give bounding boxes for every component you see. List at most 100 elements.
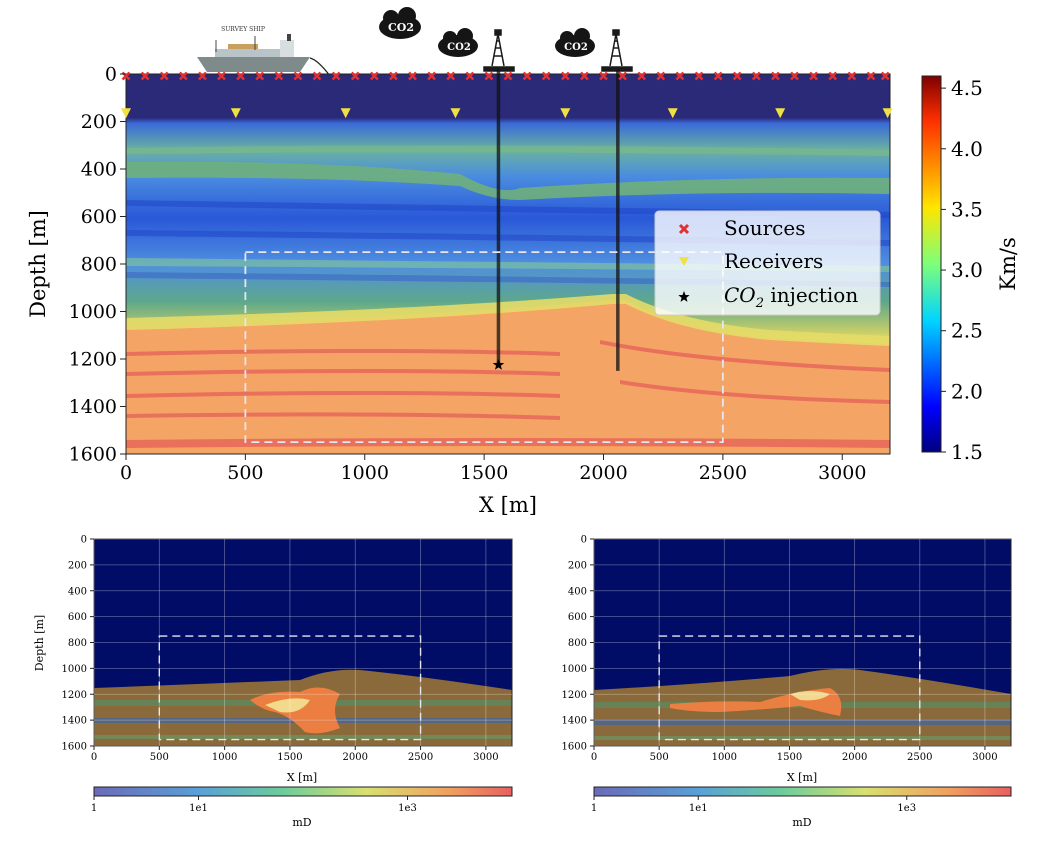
x-tick-label: 0 bbox=[91, 752, 97, 763]
colorbar-label: mD bbox=[292, 816, 311, 829]
sources-layer bbox=[121, 71, 890, 81]
source-marker bbox=[217, 71, 226, 81]
source-marker bbox=[427, 71, 437, 81]
colorbar-label: Km/s bbox=[996, 237, 1020, 290]
y-tick-label: 200 bbox=[68, 560, 87, 571]
permeability-chart-left: 0 500 1000 1500 2000 2500 3000 0 200 400 600 800 10… bbox=[33, 535, 513, 829]
x-tick-label: 0 bbox=[591, 752, 597, 763]
y-tick-label: 400 bbox=[81, 159, 117, 181]
source-marker bbox=[331, 71, 341, 81]
y-axis-label: Depth [m] bbox=[33, 615, 46, 671]
permeability-colorbar-right: 1 1e1 1e3 mD bbox=[591, 786, 1012, 829]
source-marker bbox=[159, 71, 169, 81]
colorbar-tick-label: 1 bbox=[591, 803, 597, 814]
velocity-colorbar: 1.5 2.0 2.5 3.0 3.5 4.0 4.5 Km/s bbox=[921, 75, 1020, 464]
x-tick-label: 3000 bbox=[818, 462, 866, 484]
legend-sources: Sources bbox=[678, 216, 805, 240]
x-tick-label: 500 bbox=[227, 462, 263, 484]
x-tick-label: 0 bbox=[120, 462, 132, 484]
source-marker bbox=[770, 71, 780, 81]
colorbar-tick-label: 3.5 bbox=[951, 197, 983, 221]
y-tick-label: 800 bbox=[68, 638, 87, 649]
y-tick-label: 600 bbox=[68, 612, 87, 623]
source-marker bbox=[618, 71, 628, 81]
velocity-model-chart: 0 500 1000 1500 2000 2500 3000 0 200 400 600 800 10… bbox=[26, 64, 1020, 517]
receiver-marker bbox=[560, 108, 571, 119]
receivers-layer bbox=[121, 108, 893, 119]
source-marker bbox=[408, 71, 417, 81]
y-tick-label: 1000 bbox=[62, 664, 87, 675]
source-marker bbox=[637, 71, 647, 81]
legend-injection: CO2 injection bbox=[678, 283, 858, 311]
legend-receivers: Receivers bbox=[679, 249, 823, 273]
source-marker bbox=[675, 71, 685, 81]
y-tick-label: 1000 bbox=[69, 301, 117, 323]
source-marker bbox=[579, 71, 589, 81]
y-tick-label: 800 bbox=[81, 254, 117, 276]
legend-receivers-label: Receivers bbox=[724, 249, 823, 273]
ship-label: SURVEY SHIP bbox=[221, 26, 265, 33]
receiver-marker bbox=[230, 108, 241, 119]
source-marker bbox=[140, 71, 150, 81]
source-marker bbox=[732, 71, 742, 81]
y-tick-label: 1200 bbox=[62, 690, 87, 701]
x-tick-label: 1000 bbox=[212, 752, 237, 763]
y-tick-label: 0 bbox=[105, 64, 117, 86]
legend-sources-label: Sources bbox=[724, 216, 805, 240]
x-tick-label: 1000 bbox=[341, 462, 389, 484]
region-box-outline bbox=[158, 635, 422, 741]
receiver-marker bbox=[667, 108, 678, 119]
source-marker bbox=[503, 71, 513, 81]
permeability-colorbar-left: 1 1e1 1e3 mD bbox=[91, 786, 513, 829]
colorbar-tick-label: 1.5 bbox=[951, 440, 983, 464]
x-tick-label: 1000 bbox=[712, 752, 737, 763]
receiver-marker bbox=[450, 108, 461, 119]
source-marker bbox=[694, 71, 704, 81]
source-marker bbox=[541, 71, 551, 81]
co2-cloud-label: CO2 bbox=[388, 21, 414, 34]
x-axis-label: X [m] bbox=[787, 771, 817, 784]
source-marker bbox=[197, 71, 207, 81]
source-marker bbox=[880, 71, 890, 81]
source-marker bbox=[713, 71, 723, 81]
source-marker bbox=[809, 71, 819, 81]
y-tick-label: 200 bbox=[81, 111, 117, 133]
y-tick-label: 600 bbox=[568, 612, 587, 623]
y-axis: 0 200 400 600 800 1000 1200 1400 1600 bbox=[69, 64, 126, 466]
y-tick-label: 600 bbox=[81, 206, 117, 228]
source-marker bbox=[350, 71, 360, 81]
co2-cloud-2: CO2 bbox=[438, 28, 478, 57]
receiver-marker bbox=[340, 108, 351, 119]
colorbar-tick-label: 1e3 bbox=[897, 803, 916, 814]
co2-cloud-3: CO2 bbox=[555, 28, 595, 57]
source-marker bbox=[465, 71, 475, 81]
region-box bbox=[244, 251, 724, 444]
source-marker bbox=[178, 71, 188, 81]
colorbar-tick-label: 2.5 bbox=[951, 319, 983, 343]
source-marker bbox=[560, 71, 570, 81]
x-tick-label: 2000 bbox=[842, 752, 867, 763]
x-axis-label: X [m] bbox=[479, 493, 537, 517]
survey-ship-icon: SURVEY SHIP bbox=[197, 26, 331, 77]
illustration: SURVEY SHIP CO2 CO2 CO2 bbox=[197, 7, 633, 77]
injection-marker bbox=[492, 358, 505, 370]
colorbar-tick-label: 1e1 bbox=[189, 803, 208, 814]
co2-cloud-label: CO2 bbox=[564, 42, 588, 53]
x-tick-label: 1500 bbox=[277, 752, 302, 763]
x-tick-label: 2500 bbox=[699, 462, 747, 484]
y-tick-label: 1400 bbox=[69, 396, 117, 418]
x-tick-label: 500 bbox=[650, 752, 669, 763]
region-box-outline bbox=[658, 635, 921, 741]
source-marker bbox=[255, 71, 265, 81]
legend: Sources Receivers CO2 injection bbox=[654, 210, 881, 316]
source-marker bbox=[522, 71, 532, 81]
y-tick-label: 1600 bbox=[562, 742, 587, 753]
source-marker bbox=[847, 71, 857, 81]
y-tick-label: 200 bbox=[568, 560, 587, 571]
receiver-marker bbox=[121, 108, 131, 119]
y-tick-label: 1600 bbox=[62, 742, 87, 753]
source-marker bbox=[599, 71, 608, 81]
colorbar-label: mD bbox=[792, 816, 811, 829]
colorbar-tick-label: 1e1 bbox=[689, 803, 708, 814]
